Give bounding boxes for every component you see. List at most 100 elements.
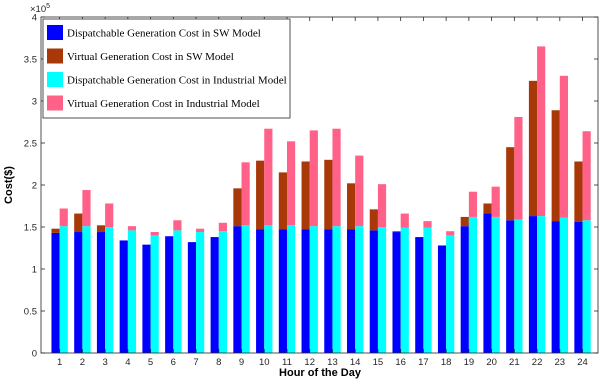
bar-industrial-dispatchable-hour-6: [173, 230, 182, 353]
x-tick-label: 16: [395, 357, 406, 368]
legend: Dispatchable Generation Cost in SW Model…: [42, 18, 291, 119]
bar-sw-virtual-hour-15: [369, 209, 378, 231]
legend-box: [42, 18, 291, 119]
x-tick-label: 24: [577, 357, 588, 368]
x-tick-label: 9: [239, 357, 244, 368]
x-tick-label: 23: [555, 357, 566, 368]
bar-industrial-virtual-hour-5: [150, 232, 159, 236]
legend-swatch: [47, 48, 63, 64]
y-tick-label: 2: [32, 181, 37, 192]
legend-entry: Virtual Generation Cost in SW Model: [67, 51, 234, 63]
bar-sw-virtual-hour-10: [256, 160, 265, 230]
bar-industrial-dispatchable-hour-20: [491, 216, 500, 353]
bar-sw-dispatchable-hour-1: [51, 232, 60, 353]
legend-entry: Dispatchable Generation Cost in Industri…: [67, 75, 287, 87]
bar-sw-virtual-hour-20: [483, 203, 492, 214]
bar-sw-dispatchable-hour-13: [324, 229, 333, 353]
x-tick-label: 6: [171, 357, 176, 368]
bar-industrial-virtual-hour-9: [241, 162, 250, 226]
bar-industrial-dispatchable-hour-21: [514, 219, 523, 353]
bars-layer: [51, 46, 591, 353]
bar-industrial-virtual-hour-17: [423, 221, 432, 228]
bar-industrial-virtual-hour-22: [537, 46, 546, 217]
bar-industrial-virtual-hour-21: [514, 116, 523, 220]
x-tick-label: 11: [282, 357, 292, 368]
bar-industrial-virtual-hour-18: [446, 231, 455, 236]
bar-sw-dispatchable-hour-24: [574, 221, 583, 353]
bar-sw-virtual-hour-3: [96, 225, 106, 233]
legend-swatch: [47, 25, 63, 40]
bar-sw-dispatchable-hour-6: [165, 236, 174, 353]
bar-sw-dispatchable-hour-14: [347, 229, 356, 353]
bar-sw-dispatchable-hour-3: [96, 232, 106, 353]
bar-industrial-dispatchable-hour-24: [582, 220, 591, 353]
y-tick-label: 0.5: [24, 307, 37, 318]
x-tick-label: 8: [216, 357, 221, 368]
bar-industrial-dispatchable-hour-11: [286, 225, 296, 353]
bar-industrial-dispatchable-hour-14: [355, 226, 364, 353]
bar-industrial-dispatchable-hour-3: [105, 227, 114, 353]
x-tick-label: 22: [532, 357, 543, 368]
x-tick-label: 19: [464, 357, 475, 368]
x-tick-label: 14: [350, 357, 361, 368]
bar-sw-dispatchable-hour-21: [506, 220, 515, 353]
bar-sw-dispatchable-hour-15: [369, 230, 378, 353]
bar-industrial-dispatchable-hour-22: [537, 216, 546, 353]
bar-sw-virtual-hour-24: [574, 161, 583, 222]
bar-sw-virtual-hour-1: [51, 228, 60, 233]
bar-industrial-virtual-hour-24: [582, 131, 591, 221]
legend-entry: Virtual Generation Cost in Industrial Mo…: [67, 98, 260, 110]
y-tick-label: 0: [32, 349, 37, 360]
bar-sw-dispatchable-hour-11: [278, 229, 287, 353]
y-axis-label: Cost($): [3, 166, 15, 204]
bar-industrial-virtual-hour-16: [400, 213, 409, 228]
bar-industrial-virtual-hour-13: [332, 128, 341, 227]
bar-sw-dispatchable-hour-19: [460, 226, 469, 353]
y-tick-label: 1.5: [24, 223, 37, 234]
x-tick-label: 5: [148, 357, 153, 368]
bar-sw-dispatchable-hour-7: [187, 242, 197, 353]
y-tick-label: 3: [32, 97, 37, 108]
bar-industrial-virtual-hour-8: [218, 222, 227, 232]
bar-industrial-dispatchable-hour-16: [400, 227, 409, 353]
bar-industrial-dispatchable-hour-7: [196, 232, 205, 353]
bar-industrial-dispatchable-hour-1: [59, 226, 68, 353]
bar-sw-virtual-hour-12: [301, 161, 310, 230]
x-tick-label: 3: [102, 357, 107, 368]
bar-sw-dispatchable-hour-18: [437, 245, 447, 353]
bar-industrial-dispatchable-hour-10: [264, 225, 273, 353]
bar-industrial-virtual-hour-6: [173, 220, 182, 231]
bar-industrial-dispatchable-hour-8: [218, 231, 227, 353]
bar-sw-virtual-hour-19: [460, 216, 469, 227]
bar-industrial-dispatchable-hour-4: [127, 230, 137, 353]
bar-industrial-virtual-hour-2: [82, 190, 91, 227]
bar-sw-virtual-hour-22: [528, 80, 538, 217]
bar-industrial-virtual-hour-7: [196, 228, 205, 233]
bar-industrial-dispatchable-hour-13: [332, 226, 341, 353]
bar-sw-virtual-hour-14: [347, 183, 356, 230]
bar-sw-dispatchable-hour-16: [392, 232, 401, 353]
bar-industrial-virtual-hour-10: [264, 128, 273, 226]
y-multiplier: ×105: [30, 3, 50, 15]
bar-sw-dispatchable-hour-4: [119, 240, 128, 353]
x-axis-label: Hour of the Day: [279, 367, 362, 379]
x-tick-label: 4: [125, 357, 130, 368]
bar-sw-dispatchable-hour-8: [210, 237, 219, 353]
x-tick-label: 15: [373, 357, 384, 368]
bar-sw-dispatchable-hour-10: [256, 229, 265, 353]
bar-sw-virtual-hour-11: [278, 172, 287, 230]
bar-industrial-dispatchable-hour-2: [82, 226, 91, 353]
bar-industrial-dispatchable-hour-19: [468, 216, 478, 353]
bar-industrial-virtual-hour-14: [355, 155, 364, 227]
bar-sw-dispatchable-hour-5: [142, 244, 151, 353]
y-multiplier-exponent: 5: [46, 3, 50, 10]
bar-sw-dispatchable-hour-12: [301, 229, 310, 353]
x-tick-label: 2: [80, 357, 85, 368]
bar-sw-virtual-hour-23: [551, 110, 560, 222]
bar-industrial-virtual-hour-1: [59, 208, 68, 227]
x-tick-label: 18: [441, 357, 452, 368]
y-tick-label: 2.5: [24, 139, 37, 150]
x-tick-label: 1: [57, 357, 62, 368]
bar-industrial-dispatchable-hour-23: [559, 217, 568, 353]
